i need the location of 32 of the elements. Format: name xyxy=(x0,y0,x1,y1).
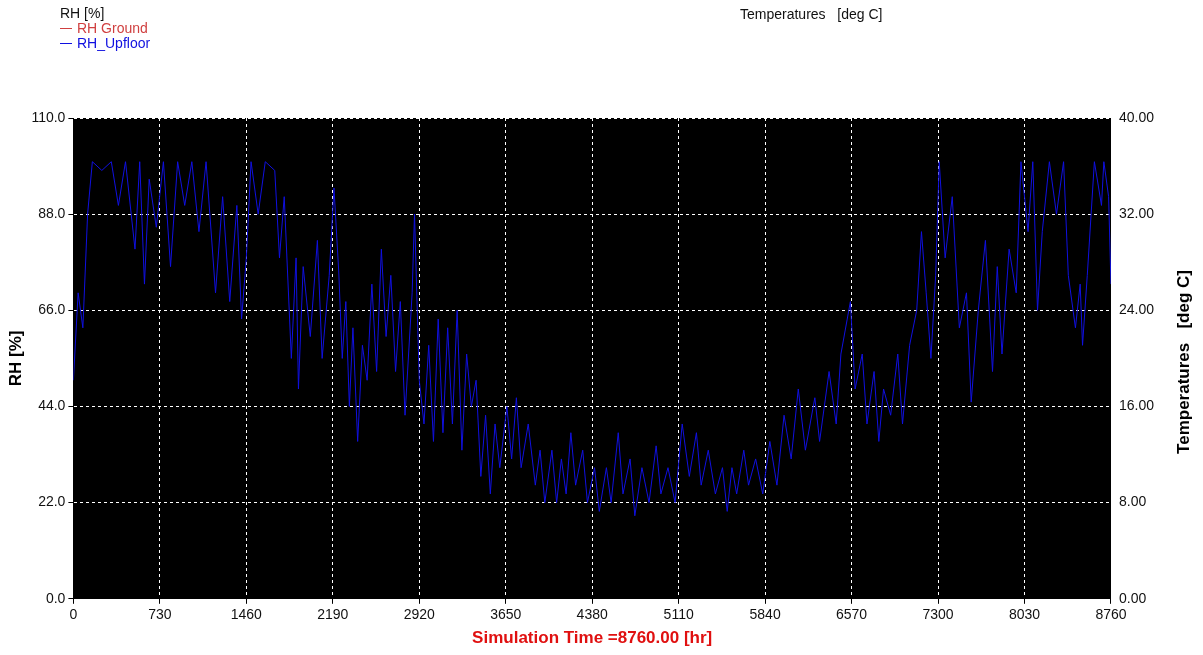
y2-tick-label: 8.00 xyxy=(1118,493,1147,510)
x-tick-label: 8030 xyxy=(1008,606,1041,623)
y-tick-label: 88.0 xyxy=(38,205,66,222)
y-tick-label: 44.0 xyxy=(38,397,66,414)
x-tick-label: 4380 xyxy=(576,606,608,623)
x-tick-label: 730 xyxy=(148,606,172,623)
y2-tick-label: 0.00 xyxy=(1118,589,1147,606)
y-tick-label: 110.0 xyxy=(31,108,66,125)
x-tick-label: 3650 xyxy=(490,606,522,623)
x-tick-label: 2920 xyxy=(403,606,436,623)
x-tick-label: 8760 xyxy=(1095,606,1127,623)
x-tick-label: 5110 xyxy=(663,606,694,623)
x-tick-label: 7300 xyxy=(922,606,954,623)
x-tick-label: 1460 xyxy=(230,606,263,623)
y2-tick-label: 32.00 xyxy=(1118,205,1155,222)
x-tick-label: 0 xyxy=(69,606,78,623)
x-tick-label: 5840 xyxy=(749,606,781,623)
x-tick-label: 6570 xyxy=(835,606,868,623)
y-tick-label: 66.0 xyxy=(38,301,66,318)
x-tick-label: 2190 xyxy=(317,606,349,623)
y2-tick-label: 24.00 xyxy=(1118,301,1155,318)
y2-tick-label: 16.00 xyxy=(1118,397,1155,414)
legend-label: RH_Upfloor xyxy=(77,35,151,51)
legend-title: RH [%] xyxy=(60,5,106,21)
y2-axis-title: Temperatures [deg C] xyxy=(1174,270,1194,454)
legend-label: RH Ground xyxy=(77,20,148,36)
x-axis-title: Simulation Time =8760.00 [hr] xyxy=(472,628,713,648)
y-tick-label: 22.0 xyxy=(38,493,66,510)
text: Temperatures [deg C] xyxy=(740,6,883,22)
y-axis-title: RH [%] xyxy=(5,330,25,387)
y-tick-label: 0.0 xyxy=(45,589,66,606)
y2-tick-label: 40.00 xyxy=(1118,108,1155,125)
